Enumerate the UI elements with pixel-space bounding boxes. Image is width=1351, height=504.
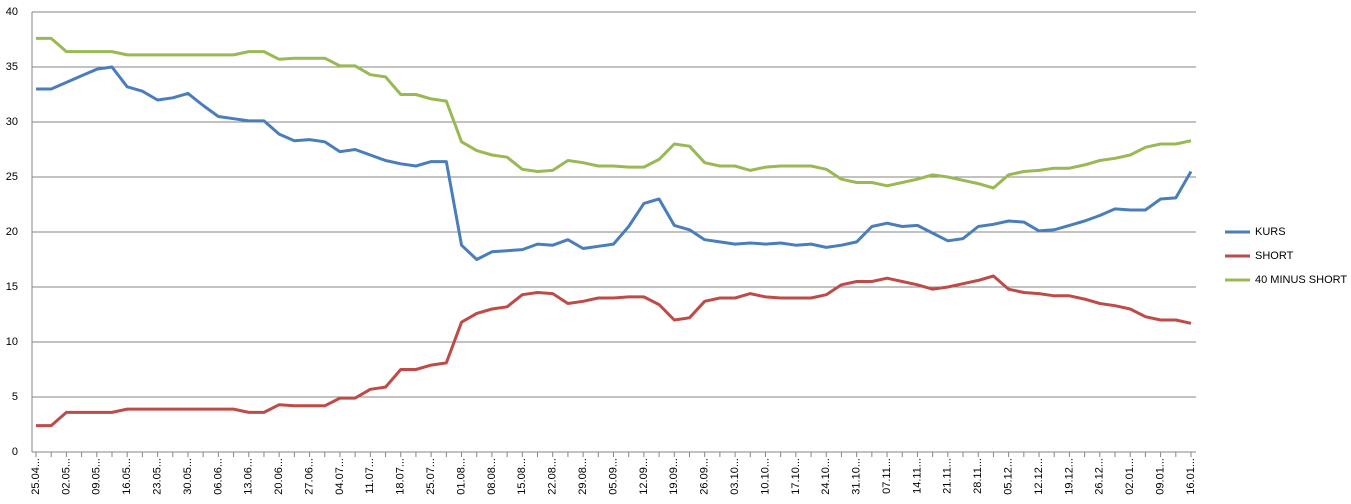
y-tick-label: 30 [6, 116, 18, 128]
x-tick-label: 15.08... [516, 458, 528, 495]
x-tick-label: 22.08... [547, 458, 559, 495]
x-tick-label: 16.01... [1185, 458, 1197, 495]
x-tick-label: 06.06... [212, 458, 224, 495]
legend-label: SHORT [1255, 250, 1294, 262]
x-tick-label: 14.11... [911, 458, 923, 494]
x-tick-label: 09.01... [1155, 458, 1167, 495]
x-tick-label: 02.05... [60, 458, 72, 495]
x-tick-label: 05.12... [1003, 458, 1015, 495]
y-tick-label: 0 [12, 446, 18, 458]
legend-label: KURS [1255, 226, 1286, 238]
x-tick-label: 26.09... [699, 458, 711, 495]
x-tick-label: 21.11... [942, 458, 954, 494]
x-tick-label: 17.10... [790, 458, 802, 495]
x-tick-label: 01.08... [455, 458, 467, 495]
x-tick-label: 11.07... [364, 458, 376, 494]
x-tick-label: 12.09... [638, 458, 650, 495]
x-tick-label: 28.11... [972, 458, 984, 494]
x-tick-label: 08.08... [486, 458, 498, 495]
y-tick-label: 40 [6, 6, 18, 18]
y-tick-label: 35 [6, 61, 18, 73]
x-tick-label: 19.09... [668, 458, 680, 495]
x-tick-label: 03.10... [729, 458, 741, 495]
series-line [36, 274, 1192, 428]
x-tick-label: 07.11... [881, 458, 893, 494]
x-tick-label: 16.05... [121, 458, 133, 495]
x-tick-label: 25.07... [425, 458, 437, 495]
x-tick-label: 04.07... [334, 458, 346, 495]
x-tick-label: 20.06... [273, 458, 285, 495]
x-tick-label: 31.10... [851, 458, 863, 495]
x-tick-label: 29.08... [577, 458, 589, 495]
series-line [36, 36, 1192, 190]
x-tick-label: 13.06... [243, 458, 255, 495]
y-tick-label: 15 [6, 281, 18, 293]
x-tick-label: 12.12... [1033, 458, 1045, 495]
series-line [36, 65, 1193, 261]
x-tick-label: 18.07... [395, 458, 407, 495]
x-tick-label: 25.04... [30, 458, 42, 495]
y-tick-label: 5 [12, 391, 18, 403]
x-tick-label: 24.10... [820, 458, 832, 495]
x-tick-label: 09.05... [91, 458, 103, 495]
x-tick-label: 05.09... [607, 458, 619, 495]
x-tick-label: 30.05... [182, 458, 194, 495]
y-tick-label: 25 [6, 171, 18, 183]
x-tick-label: 02.01... [1124, 458, 1136, 495]
legend-label: 40 MINUS SHORT [1255, 274, 1347, 286]
y-tick-label: 10 [6, 336, 18, 348]
x-tick-label: 23.05... [151, 458, 163, 495]
x-tick-label: 26.12... [1094, 458, 1106, 495]
x-tick-label: 10.10... [759, 458, 771, 495]
x-tick-label: 19.12... [1063, 458, 1075, 495]
y-tick-label: 20 [6, 226, 18, 238]
x-tick-label: 27.06... [303, 458, 315, 495]
